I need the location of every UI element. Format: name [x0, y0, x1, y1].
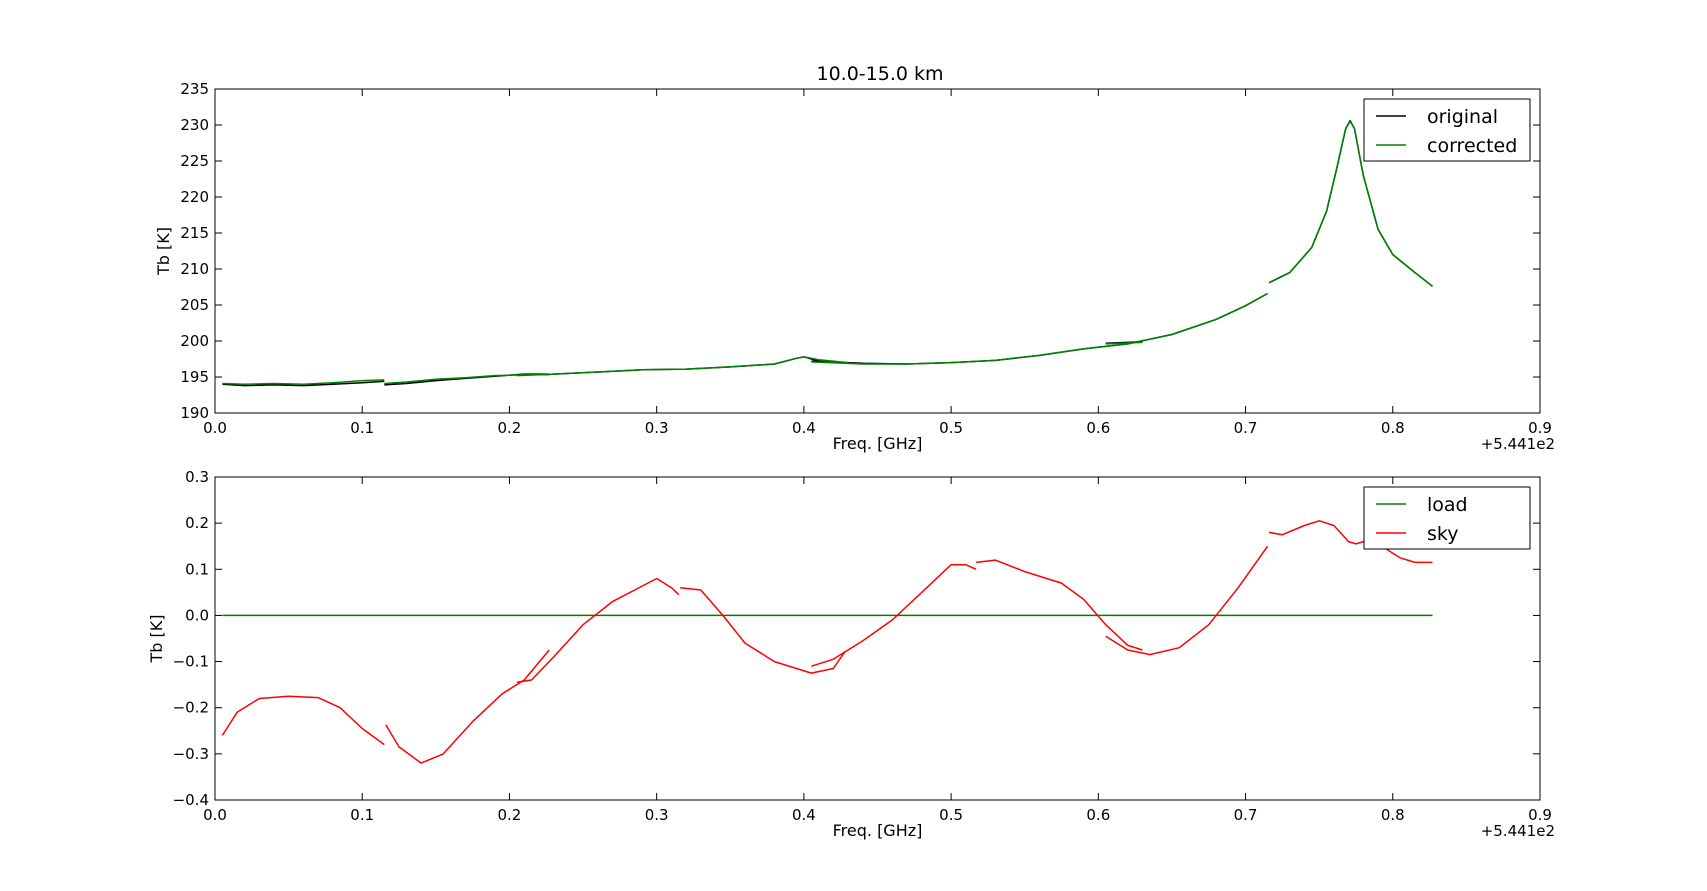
bottom-legend-box	[1363, 486, 1531, 550]
top-xtick-label: 0.3	[645, 419, 669, 437]
top-xtick-label: 0.7	[1234, 419, 1258, 437]
top-ytick-label: 205	[180, 296, 209, 314]
top-series-original-line	[516, 356, 849, 376]
top-xtick-label: 0.8	[1381, 419, 1405, 437]
bottom-xtick-label: 0.5	[939, 806, 963, 824]
top-ytick-label: 235	[180, 80, 209, 98]
bottom-series-sky-line	[221, 695, 385, 746]
top-y-axis-label: Tb [K]	[154, 227, 173, 276]
bottom-xtick-label: 0.2	[498, 806, 522, 824]
top-xtick-label: 0.0	[203, 419, 227, 437]
bottom-series-sky-line	[1105, 545, 1269, 656]
bottom-ytick-label: −0.3	[173, 745, 209, 763]
top-series-corrected-line	[516, 356, 849, 377]
bottom-xtick-label: 0.8	[1381, 806, 1405, 824]
top-legend: original corrected	[1363, 98, 1531, 162]
bottom-ytick-label: 0.0	[185, 606, 209, 624]
top-xtick-label: 0.5	[939, 419, 963, 437]
bottom-ytick-label: −0.1	[173, 653, 209, 671]
top-ytick-label: 200	[180, 332, 209, 350]
bottom-ytick-label: 0.2	[185, 514, 209, 532]
bottom-legend: load sky	[1363, 486, 1531, 550]
top-series-corrected-line	[1105, 341, 1143, 345]
bottom-y-axis-label: Tb [K]	[147, 615, 166, 664]
bottom-x-offset-label: +5.441e2	[1481, 822, 1555, 840]
top-series-original-line	[222, 380, 385, 387]
bottom-series-sky-line	[976, 559, 1143, 651]
bottom-series-sky-line	[811, 563, 977, 667]
bottom-ytick-label: −0.4	[173, 791, 209, 809]
bottom-xtick-label: 0.7	[1234, 806, 1258, 824]
bottom-xtick-label: 0.1	[350, 806, 374, 824]
bottom-xtick-label: 0.4	[792, 806, 816, 824]
top-ytick-label: 210	[180, 260, 209, 278]
top-ytick-label: 225	[180, 152, 209, 170]
top-legend-label-corrected: corrected	[1427, 135, 1517, 157]
bottom-series-sky-line	[385, 649, 550, 764]
bottom-legend-label-load: load	[1427, 494, 1468, 516]
bottom-xtick-label: 0.6	[1086, 806, 1110, 824]
bottom-xtick-label: 0.3	[645, 806, 669, 824]
top-series-corrected-line	[384, 374, 550, 385]
bottom-axes-frame	[214, 476, 1541, 801]
top-series-corrected-line	[1268, 120, 1433, 287]
top-series-original-line	[811, 292, 1268, 365]
bottom-series-sky-line	[1268, 520, 1433, 564]
bottom-legend-label-sky: sky	[1427, 523, 1458, 545]
top-ytick-label: 230	[180, 116, 209, 134]
top-ytick-label: 215	[180, 224, 209, 242]
bottom-ytick-label: 0.3	[185, 468, 209, 486]
bottom-xtick-label: 0.0	[203, 806, 227, 824]
top-chart-title: 10.0-15.0 km	[816, 63, 943, 85]
top-legend-box	[1363, 98, 1531, 162]
bottom-xtick-label: 0.9	[1528, 806, 1552, 824]
bottom-ytick-label: 0.1	[185, 560, 209, 578]
bottom-series-sky-line	[516, 577, 680, 684]
bottom-ytick-label: −0.2	[173, 699, 209, 717]
top-xtick-label: 0.6	[1086, 419, 1110, 437]
top-x-axis-label: Freq. [GHz]	[833, 434, 923, 453]
top-ytick-label: 190	[180, 404, 209, 422]
top-chart-panel: 0.0 0.1 0.2 0.3 0.4 0.5 0.6 0.7 0.8 0.9 190 195 200 2…	[154, 80, 1555, 453]
top-x-offset-label: +5.441e2	[1481, 435, 1555, 453]
top-series-corrected-line	[811, 292, 1268, 365]
top-axes-frame	[214, 88, 1541, 414]
top-xtick-label: 0.9	[1528, 419, 1552, 437]
bottom-series-sky-line	[680, 586, 846, 674]
top-xtick-label: 0.2	[498, 419, 522, 437]
top-xtick-label: 0.4	[792, 419, 816, 437]
top-legend-label-original: original	[1427, 106, 1498, 128]
bottom-x-axis-label: Freq. [GHz]	[833, 821, 923, 840]
top-ytick-label: 195	[180, 368, 209, 386]
top-series-corrected-line	[222, 379, 385, 385]
top-xtick-label: 0.1	[350, 419, 374, 437]
bottom-chart-panel: 0.0 0.1 0.2 0.3 0.4 0.5 0.6 0.7 0.8 0.9 −0.4 −0.3 −0…	[147, 468, 1555, 840]
top-ytick-label: 220	[180, 188, 209, 206]
